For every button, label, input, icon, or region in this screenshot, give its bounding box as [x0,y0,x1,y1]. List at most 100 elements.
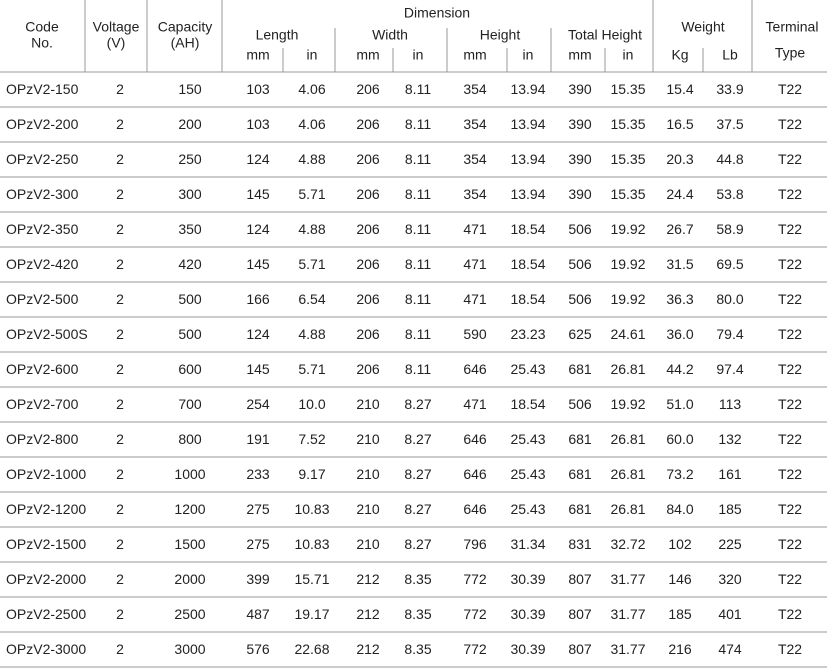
header-unit: Lb [722,47,738,63]
cell: 58.9 [716,221,743,237]
cell: 772 [463,606,487,622]
cell: 15.4 [666,81,693,97]
cell: 681 [568,466,592,482]
cell: 31.34 [510,536,545,552]
header-voltage: Voltage [93,19,140,35]
cell: 13.94 [510,186,545,202]
cell: 4.88 [298,151,325,167]
cell: 390 [568,151,592,167]
cell: 600 [178,361,202,377]
cell: 2 [116,606,124,622]
cell: 166 [246,291,270,307]
cell: 6.54 [298,291,325,307]
cell: 506 [568,396,592,412]
cell: 145 [246,361,270,377]
cell: 2 [116,291,124,307]
cell: 625 [568,326,592,342]
cell: 103 [246,81,270,97]
cell: 2 [116,326,124,342]
cell: 8.11 [405,291,431,307]
cell: 26.81 [610,466,645,482]
cell: 8.27 [404,466,431,482]
cell: 206 [356,221,380,237]
cell: 216 [668,641,692,657]
cell: 10.0 [298,396,325,412]
cell: 4.06 [298,81,325,97]
header-group: Height [480,27,521,43]
cell: T22 [778,81,802,97]
cell: T22 [778,501,802,517]
cell: 2 [116,501,124,517]
cell: 471 [463,291,487,307]
cell: T22 [778,606,802,622]
cell: 124 [246,151,270,167]
cell: 15.71 [294,571,329,587]
cell: 807 [568,641,592,657]
cell: 2 [116,186,124,202]
cell: 354 [463,186,487,202]
cell: 212 [356,571,380,587]
cell: 146 [668,571,692,587]
cell: 390 [568,116,592,132]
cell: 300 [178,186,202,202]
cell: 576 [246,641,270,657]
cell: 646 [463,501,487,517]
cell: 124 [246,221,270,237]
cell: 16.5 [666,116,693,132]
cell: 250 [178,151,202,167]
cell: 44.2 [666,361,693,377]
cell: 206 [356,326,380,342]
cell: 185 [668,606,692,622]
cell: 26.7 [666,221,693,237]
cell: 210 [356,536,380,552]
cell-model: OPzV2-150 [6,81,79,97]
cell: 8.27 [404,536,431,552]
cell: T22 [778,571,802,587]
cell: 145 [246,256,270,272]
cell: 15.35 [610,81,645,97]
cell: 2500 [174,606,205,622]
cell: 471 [463,256,487,272]
cell: 206 [356,361,380,377]
cell: 60.0 [666,431,693,447]
cell: 23.23 [510,326,545,342]
cell: 25.43 [510,361,545,377]
cell: 2 [116,396,124,412]
cell: 8.35 [404,641,431,657]
cell: 8.35 [404,606,431,622]
cell: 8.11 [405,221,431,237]
cell: 275 [246,501,270,517]
header-unit: mm [246,47,269,63]
cell: 5.71 [298,361,325,377]
cell: 2 [116,466,124,482]
cell: 2 [116,221,124,237]
cell-model: OPzV2-500 [6,291,79,307]
header-group: Width [372,27,408,43]
cell-model: OPzV2-1200 [6,501,86,517]
cell-model: OPzV2-1000 [6,466,86,482]
cell: 390 [568,81,592,97]
cell: 471 [463,396,487,412]
cell: 200 [178,116,202,132]
cell: 80.0 [716,291,743,307]
cell: 354 [463,116,487,132]
cell: 772 [463,641,487,657]
cell: 26.81 [610,361,645,377]
cell: 390 [568,186,592,202]
cell: 32.72 [610,536,645,552]
cell-model: OPzV2-700 [6,396,79,412]
cell: 2 [116,151,124,167]
cell: 212 [356,606,380,622]
cell: 1000 [174,466,205,482]
cell: 506 [568,221,592,237]
header-unit: mm [463,47,486,63]
cell: 19.92 [610,221,645,237]
cell: 84.0 [666,501,693,517]
cell: 206 [356,116,380,132]
header-group: Total Height [568,27,642,43]
cell: 212 [356,641,380,657]
cell: 2000 [174,571,205,587]
cell: 1200 [174,501,205,517]
cell: 26.81 [610,431,645,447]
cell: 36.3 [666,291,693,307]
